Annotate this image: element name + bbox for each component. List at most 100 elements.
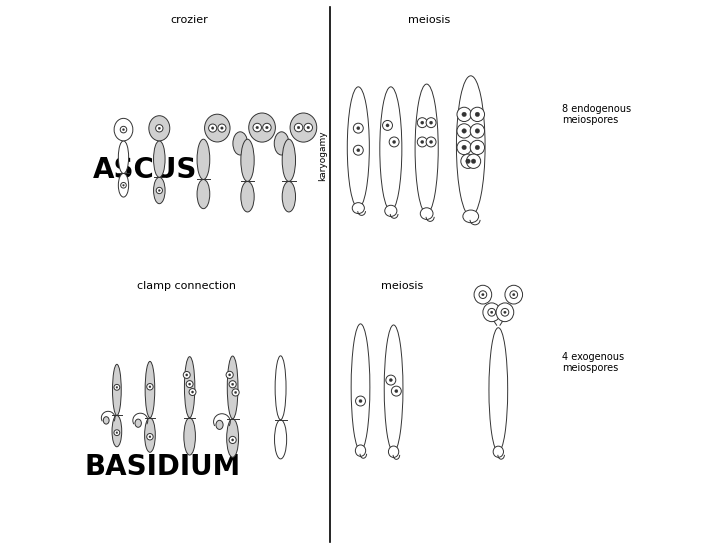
Circle shape	[386, 124, 389, 127]
Ellipse shape	[114, 119, 133, 141]
Ellipse shape	[282, 139, 295, 181]
Ellipse shape	[197, 139, 209, 179]
Circle shape	[147, 434, 153, 440]
Circle shape	[307, 126, 310, 129]
Ellipse shape	[352, 203, 364, 213]
Ellipse shape	[420, 208, 433, 219]
Ellipse shape	[216, 420, 223, 429]
Circle shape	[481, 294, 484, 296]
Ellipse shape	[347, 87, 369, 208]
Circle shape	[226, 371, 233, 378]
Circle shape	[158, 189, 160, 192]
Ellipse shape	[233, 132, 248, 155]
Ellipse shape	[241, 139, 254, 181]
Circle shape	[466, 154, 481, 168]
Circle shape	[185, 374, 188, 376]
Ellipse shape	[275, 420, 287, 459]
Circle shape	[253, 124, 261, 132]
Circle shape	[114, 430, 120, 435]
Ellipse shape	[356, 445, 366, 456]
Circle shape	[356, 126, 360, 130]
Circle shape	[356, 396, 366, 406]
Text: 8 endogenous
meiospores: 8 endogenous meiospores	[562, 104, 630, 125]
Circle shape	[417, 117, 427, 127]
Ellipse shape	[290, 113, 317, 142]
Circle shape	[457, 107, 471, 121]
Circle shape	[420, 140, 424, 143]
Ellipse shape	[119, 173, 129, 197]
Text: clamp connection: clamp connection	[137, 281, 236, 291]
Ellipse shape	[385, 206, 397, 217]
Text: karyogamy: karyogamy	[318, 130, 327, 181]
Ellipse shape	[463, 210, 479, 223]
Circle shape	[430, 140, 432, 143]
Circle shape	[462, 129, 466, 133]
Ellipse shape	[388, 446, 399, 458]
Ellipse shape	[103, 417, 109, 424]
Circle shape	[503, 311, 506, 314]
Ellipse shape	[135, 419, 141, 427]
Circle shape	[122, 129, 124, 131]
Circle shape	[114, 384, 120, 390]
Circle shape	[149, 435, 151, 438]
Circle shape	[501, 309, 509, 316]
Circle shape	[510, 291, 518, 299]
Circle shape	[116, 432, 118, 434]
Circle shape	[263, 124, 271, 132]
Ellipse shape	[474, 285, 492, 304]
Circle shape	[491, 311, 493, 314]
Ellipse shape	[248, 113, 275, 142]
Circle shape	[475, 112, 480, 117]
Circle shape	[123, 184, 124, 186]
Circle shape	[231, 383, 234, 386]
Circle shape	[470, 140, 484, 155]
Circle shape	[229, 381, 236, 388]
Circle shape	[457, 124, 471, 138]
Circle shape	[475, 129, 480, 133]
Text: ASCUS: ASCUS	[93, 156, 197, 183]
Ellipse shape	[145, 418, 155, 452]
Ellipse shape	[112, 416, 121, 447]
Circle shape	[457, 140, 471, 155]
Circle shape	[383, 120, 393, 130]
Text: meiosis: meiosis	[408, 15, 451, 25]
Ellipse shape	[145, 361, 155, 418]
Circle shape	[116, 386, 118, 388]
Circle shape	[209, 124, 217, 132]
Circle shape	[488, 309, 496, 316]
Circle shape	[359, 399, 362, 403]
Circle shape	[475, 145, 480, 150]
Circle shape	[221, 127, 223, 130]
Ellipse shape	[226, 419, 239, 457]
Ellipse shape	[227, 356, 238, 419]
Ellipse shape	[483, 303, 501, 322]
Ellipse shape	[384, 325, 403, 452]
Circle shape	[229, 374, 231, 376]
Ellipse shape	[204, 114, 230, 142]
Circle shape	[479, 291, 487, 299]
Text: BASIDIUM: BASIDIUM	[85, 453, 241, 481]
Circle shape	[471, 159, 476, 163]
Circle shape	[256, 126, 258, 129]
Circle shape	[147, 383, 153, 390]
Text: crozier: crozier	[171, 15, 209, 25]
Circle shape	[466, 159, 470, 163]
Ellipse shape	[457, 76, 485, 217]
Circle shape	[461, 154, 475, 168]
Ellipse shape	[380, 87, 402, 211]
Ellipse shape	[149, 116, 170, 141]
Circle shape	[389, 378, 393, 382]
Ellipse shape	[112, 365, 121, 416]
Ellipse shape	[184, 418, 195, 455]
Circle shape	[218, 124, 226, 132]
Circle shape	[356, 148, 360, 152]
Circle shape	[470, 124, 484, 138]
Circle shape	[426, 117, 436, 127]
Circle shape	[189, 388, 196, 396]
Circle shape	[297, 126, 300, 129]
Circle shape	[395, 389, 398, 393]
Circle shape	[212, 127, 214, 130]
Ellipse shape	[197, 179, 209, 209]
Circle shape	[231, 439, 234, 441]
Text: 4 exogenous
meiospores: 4 exogenous meiospores	[562, 352, 624, 373]
